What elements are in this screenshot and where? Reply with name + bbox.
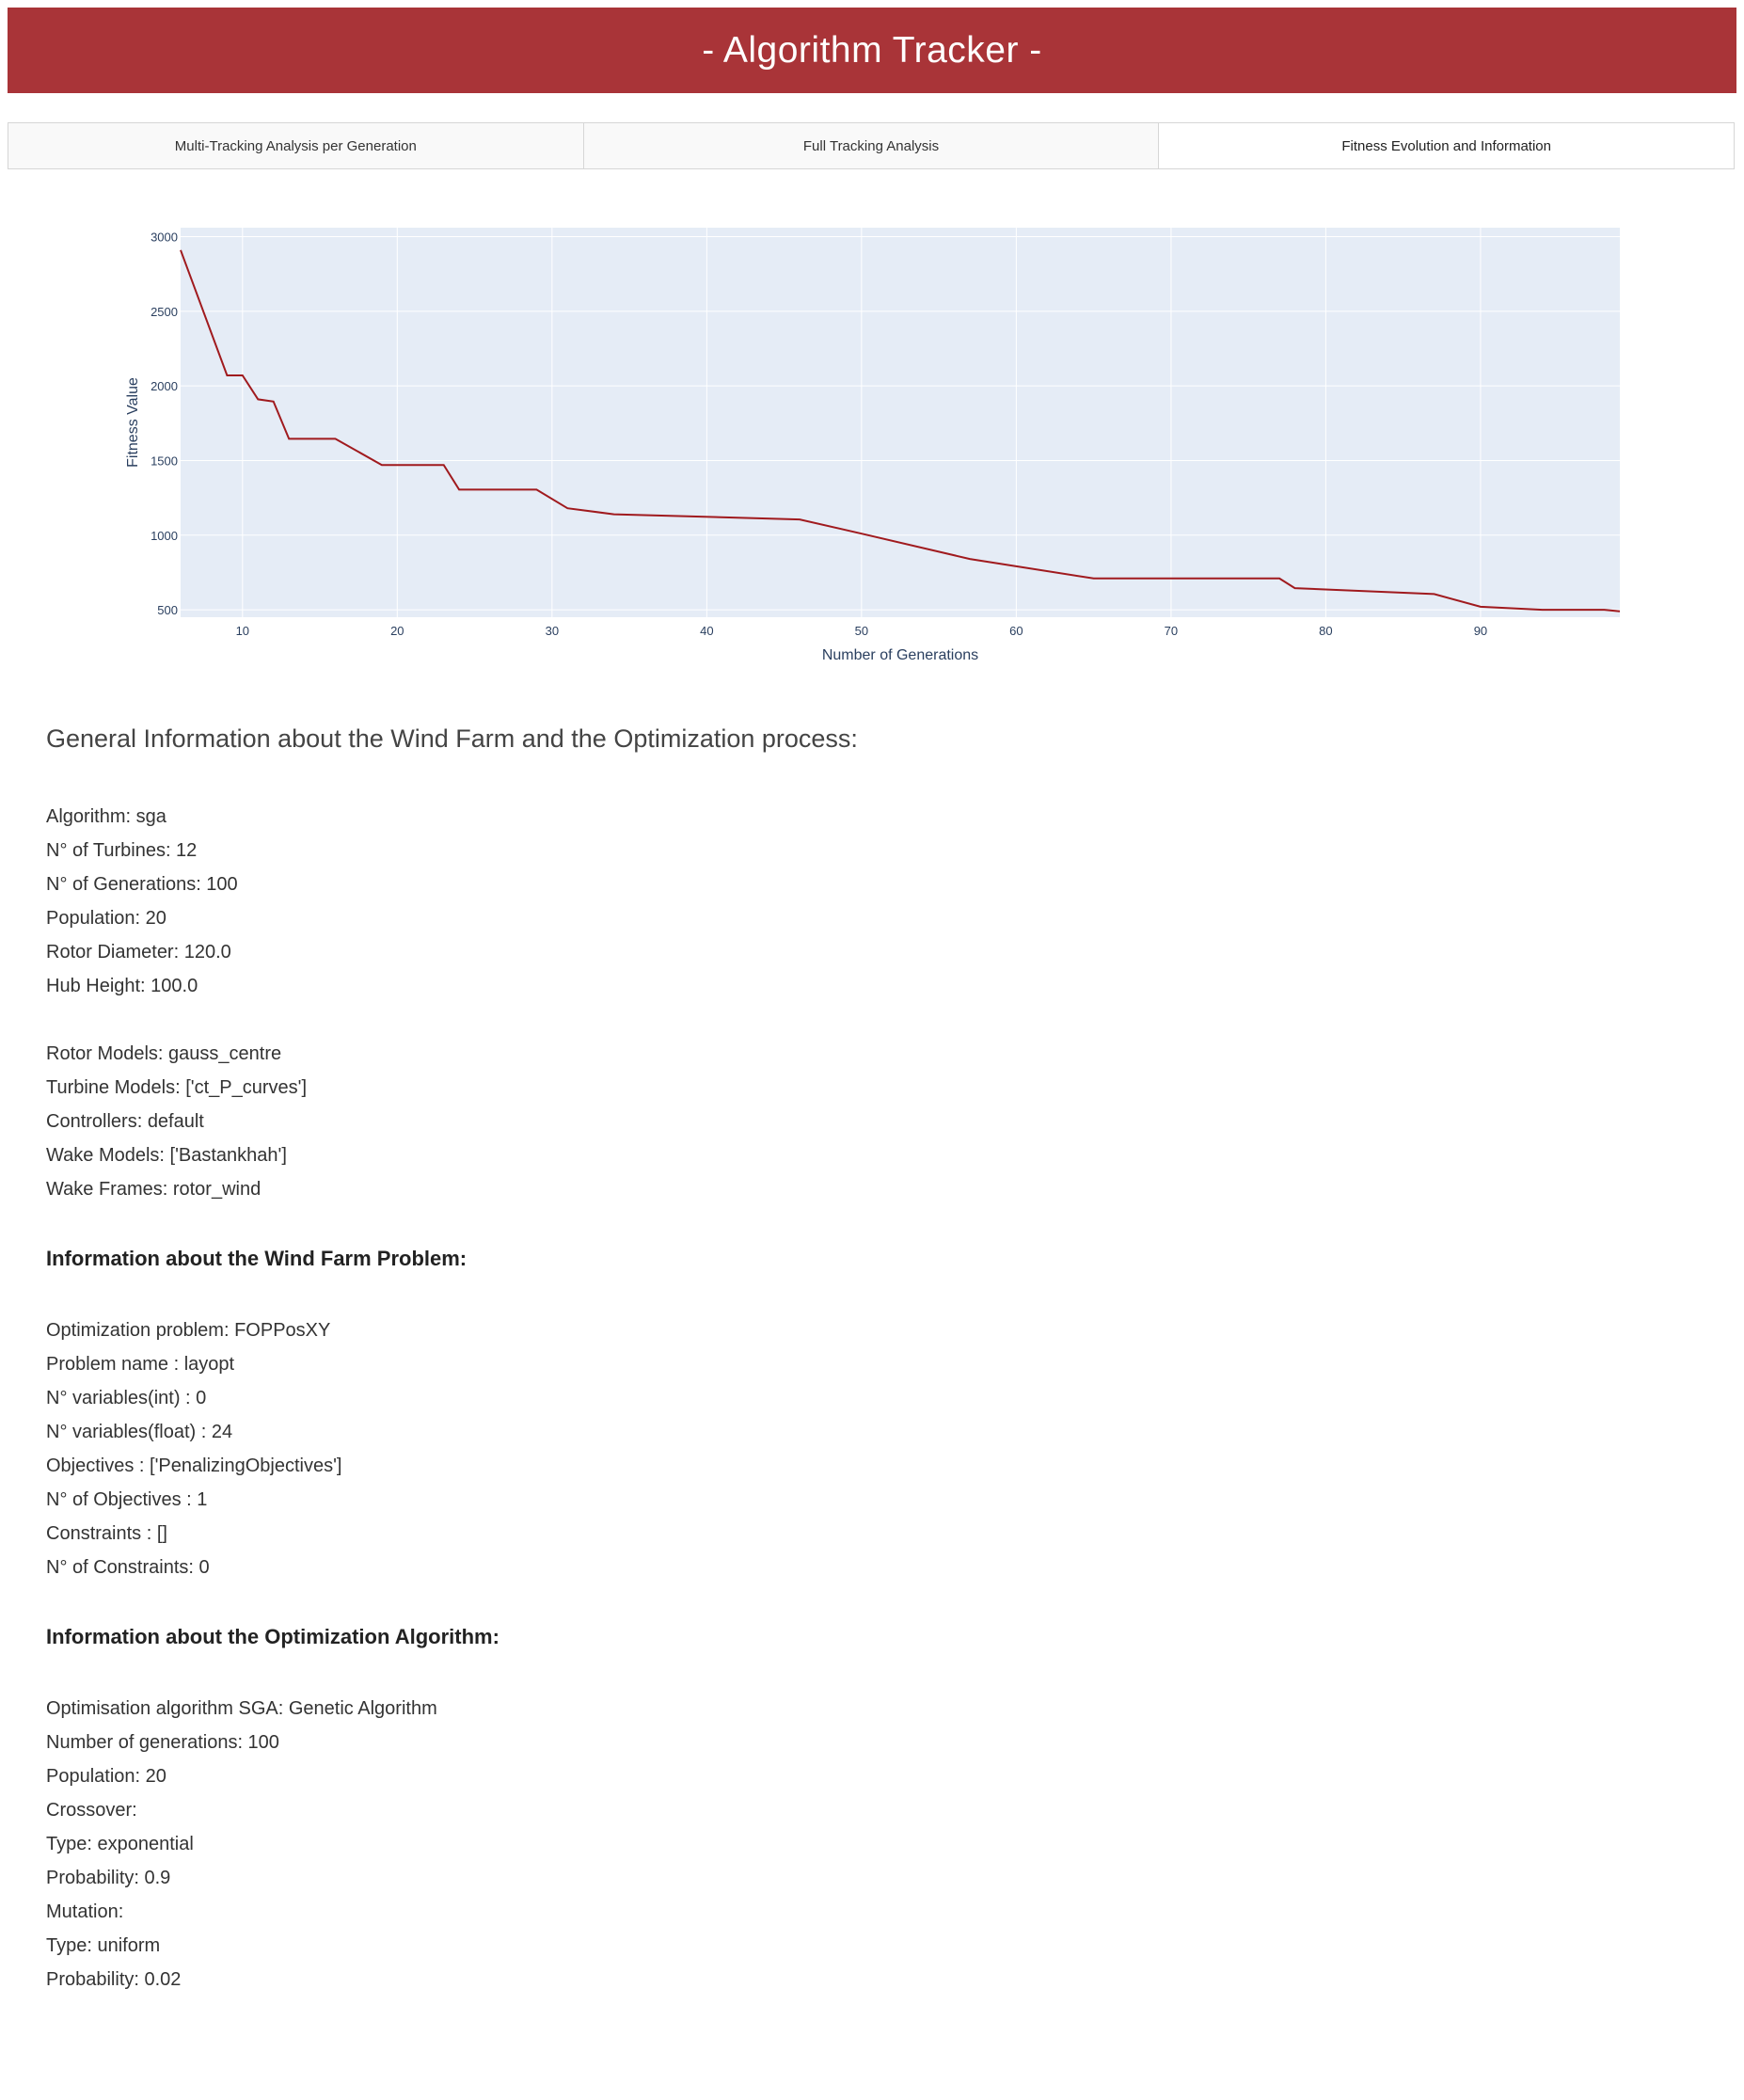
problem-info-list: Optimization problem: FOPPosXY Problem na…: [46, 1313, 1645, 1584]
info-line: Population: 20: [46, 1766, 166, 1787]
info-line: N° variables(int) : 0: [46, 1388, 207, 1408]
tab-full-tracking[interactable]: Full Tracking Analysis: [583, 123, 1160, 168]
x-tick-label: 60: [1009, 624, 1023, 638]
info-line: Probability: 0.02: [46, 1969, 182, 1990]
info-line: Type: uniform: [46, 1935, 161, 1956]
x-tick-label: 30: [546, 624, 559, 638]
general-info-list-1: Algorithm: sga N° of Turbines: 12 N° of Ge…: [46, 800, 1645, 1003]
info-line: Population: 20: [46, 908, 166, 929]
info-line: Optimization problem: FOPPosXY: [46, 1320, 331, 1341]
y-tick-label: 1500: [151, 453, 178, 468]
info-line: N° of Objectives : 1: [46, 1489, 208, 1510]
info-panel: General Information about the Wind Farm …: [46, 724, 1645, 1997]
info-line: Rotor Models: gauss_centre: [46, 1043, 282, 1064]
x-tick-label: 20: [390, 624, 404, 638]
info-line: N° of Generations: 100: [46, 874, 238, 895]
x-axis-label: Number of Generations: [822, 647, 978, 663]
x-tick-label: 50: [855, 624, 868, 638]
fitness-line: [180, 249, 1621, 612]
app-header: - Algorithm Tracker -: [8, 8, 1736, 93]
info-line: N° of Constraints: 0: [46, 1557, 210, 1578]
info-line: N° variables(float) : 24: [46, 1422, 233, 1442]
algorithm-info-list: Optimisation algorithm SGA: Genetic Algo…: [46, 1692, 1645, 1997]
x-tick-label: 90: [1474, 624, 1487, 638]
info-line: Wake Frames: rotor_wind: [46, 1179, 262, 1200]
info-line: Type: exponential: [46, 1834, 194, 1854]
x-tick-label: 70: [1165, 624, 1178, 638]
fitness-chart: 10 20 30 40 50 60 70 80 90 500 1000 1500 2000 2500 300…: [113, 212, 1637, 682]
info-line: Controllers: default: [46, 1111, 204, 1132]
tab-multi-tracking[interactable]: Multi-Tracking Analysis per Generation: [8, 123, 584, 168]
info-line: Turbine Models: ['ct_P_curves']: [46, 1077, 308, 1098]
algorithm-info-heading: Information about the Optimization Algor…: [46, 1625, 499, 1648]
y-tick-label: 500: [157, 603, 178, 617]
general-info-title: General Information about the Wind Farm …: [46, 724, 858, 753]
info-line: Wake Models: ['Bastankhah']: [46, 1145, 287, 1166]
y-tick-label: 3000: [151, 231, 178, 245]
info-line: Number of generations: 100: [46, 1732, 279, 1753]
info-line: Rotor Diameter: 120.0: [46, 942, 231, 962]
info-line: Optimisation algorithm SGA: Genetic Algo…: [46, 1698, 437, 1719]
y-axis-label: Fitness Value: [125, 377, 141, 468]
tab-fitness-evolution[interactable]: Fitness Evolution and Information: [1159, 123, 1735, 168]
fitness-chart-svg: 10 20 30 40 50 60 70 80 90 500 1000 1500 2000 2500 300…: [125, 228, 1621, 663]
y-tick-label: 2500: [151, 305, 178, 319]
y-tick-label: 1000: [151, 529, 178, 543]
page-title: - Algorithm Tracker -: [702, 29, 1042, 71]
info-line: Hub Height: 100.0: [46, 976, 198, 996]
x-tick-label: 40: [700, 624, 713, 638]
plot-area: [181, 228, 1620, 617]
x-tick-label: 80: [1319, 624, 1332, 638]
info-line: Algorithm: sga: [46, 806, 166, 827]
general-info-list-2: Rotor Models: gauss_centre Turbine Models…: [46, 1037, 1645, 1206]
info-line: Crossover:: [46, 1800, 137, 1821]
tab-bar: Multi-Tracking Analysis per Generation F…: [8, 122, 1735, 169]
info-line: N° of Turbines: 12: [46, 840, 198, 861]
info-line: Probability: 0.9: [46, 1868, 171, 1888]
info-line: Objectives : ['PenalizingObjectives']: [46, 1456, 342, 1476]
info-line: Problem name : layopt: [46, 1354, 235, 1375]
y-tick-label: 2000: [151, 379, 178, 393]
info-line: Mutation:: [46, 1901, 124, 1922]
info-line: Constraints : []: [46, 1523, 167, 1544]
problem-info-heading: Information about the Wind Farm Problem:: [46, 1247, 468, 1270]
x-tick-label: 10: [236, 624, 249, 638]
